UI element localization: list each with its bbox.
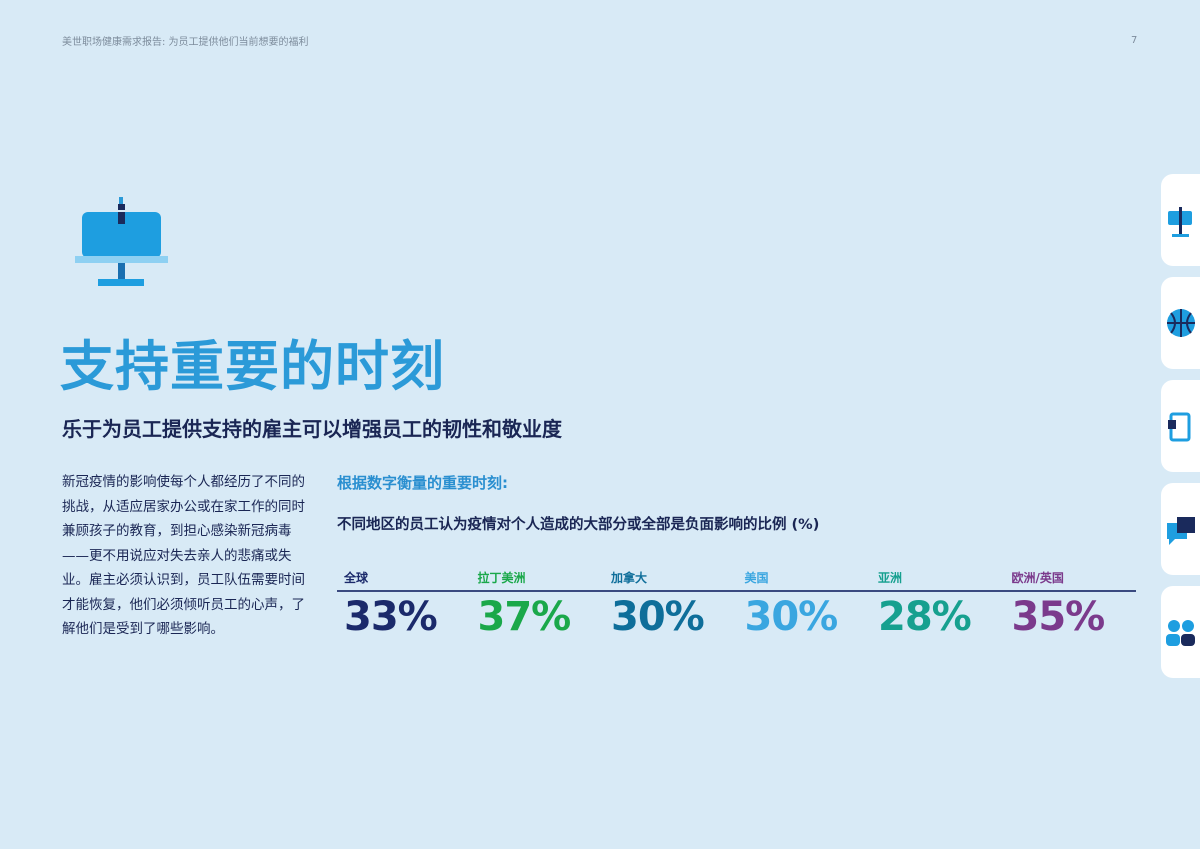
header-title: 美世职场健康需求报告: 为员工提供他们当前想要的福利 — [62, 37, 309, 48]
tab[interactable] — [1161, 174, 1200, 266]
stat-value: 35% — [1011, 594, 1106, 640]
subtitle: 乐于为员工提供支持的雇主可以增强员工的韧性和敬业度 — [62, 417, 562, 441]
tab-icon — [1166, 620, 1195, 646]
tab-icon — [1168, 207, 1192, 237]
stat-value: 28% — [878, 594, 972, 640]
stat-label: 欧洲/英国 — [1011, 571, 1064, 585]
page-number: 7 — [1131, 35, 1138, 46]
tab[interactable] — [1161, 380, 1200, 472]
stat-value: 30% — [611, 594, 705, 640]
tab[interactable] — [1161, 586, 1200, 678]
divider — [337, 590, 1136, 592]
tab-icon — [1168, 412, 1191, 442]
tab-icon — [1167, 309, 1195, 337]
tab[interactable] — [1161, 483, 1200, 575]
tab-icon — [1167, 517, 1195, 545]
stat-label: 全球 — [344, 571, 369, 585]
stat-value: 37% — [477, 594, 572, 640]
stat-label: 美国 — [744, 571, 769, 585]
tab[interactable] — [1161, 277, 1200, 369]
body-text: 新冠疫情的影响使每个人都经历了不同的挑战，从适应居家办公或在家工作的同时兼顾孩子… — [62, 474, 305, 637]
title: 支持重要的时刻 — [60, 335, 445, 398]
stat-label: 拉丁美洲 — [477, 571, 526, 585]
stat-label: 加拿大 — [611, 571, 648, 585]
podium-icon — [75, 197, 168, 286]
stats-subheading: 不同地区的员工认为疫情对个人造成的大部分或全部是负面影响的比例 (%) — [337, 517, 820, 533]
stat-value: 33% — [344, 594, 438, 640]
stat-value: 30% — [744, 594, 839, 640]
stat-label: 亚洲 — [878, 571, 903, 585]
stats-heading: 根据数字衡量的重要时刻: — [337, 474, 508, 492]
